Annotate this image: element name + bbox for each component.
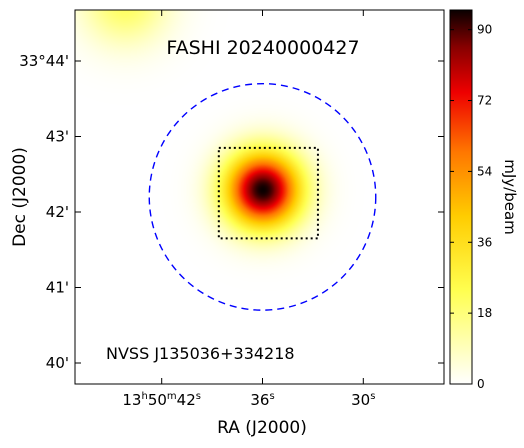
- y-tick-label-4: 33°44': [19, 52, 69, 70]
- source-label: NVSS J135036+334218: [106, 344, 295, 363]
- colorbar: [450, 10, 472, 384]
- y-tick-label-3: 43': [46, 128, 69, 146]
- x-axis-label: RA (J2000): [217, 418, 307, 438]
- cbar-tick-label-0: 0: [477, 377, 485, 391]
- cbar-tick-label-1: 18: [477, 306, 492, 320]
- x-tick-label-2: 30s: [351, 391, 375, 409]
- cbar-tick-label-4: 72: [477, 94, 492, 108]
- x-tick-label-1: 36s: [250, 391, 274, 409]
- cbar-tick-label-5: 90: [477, 23, 492, 37]
- y-axis-label: Dec (J2000): [10, 147, 30, 247]
- chart-title: FASHI 20240000427: [166, 37, 359, 59]
- heatmap-image: [75, 10, 444, 384]
- y-tick-label-1: 41': [46, 279, 69, 297]
- cbar-tick-label-2: 36: [477, 235, 492, 249]
- colorbar-label: mJy/beam: [501, 159, 519, 235]
- x-tick-label-0: 13h50m42s: [122, 391, 201, 409]
- y-tick-label-0: 40': [46, 354, 69, 372]
- cbar-tick-label-3: 54: [477, 164, 492, 178]
- y-tick-label-2: 42': [46, 203, 69, 221]
